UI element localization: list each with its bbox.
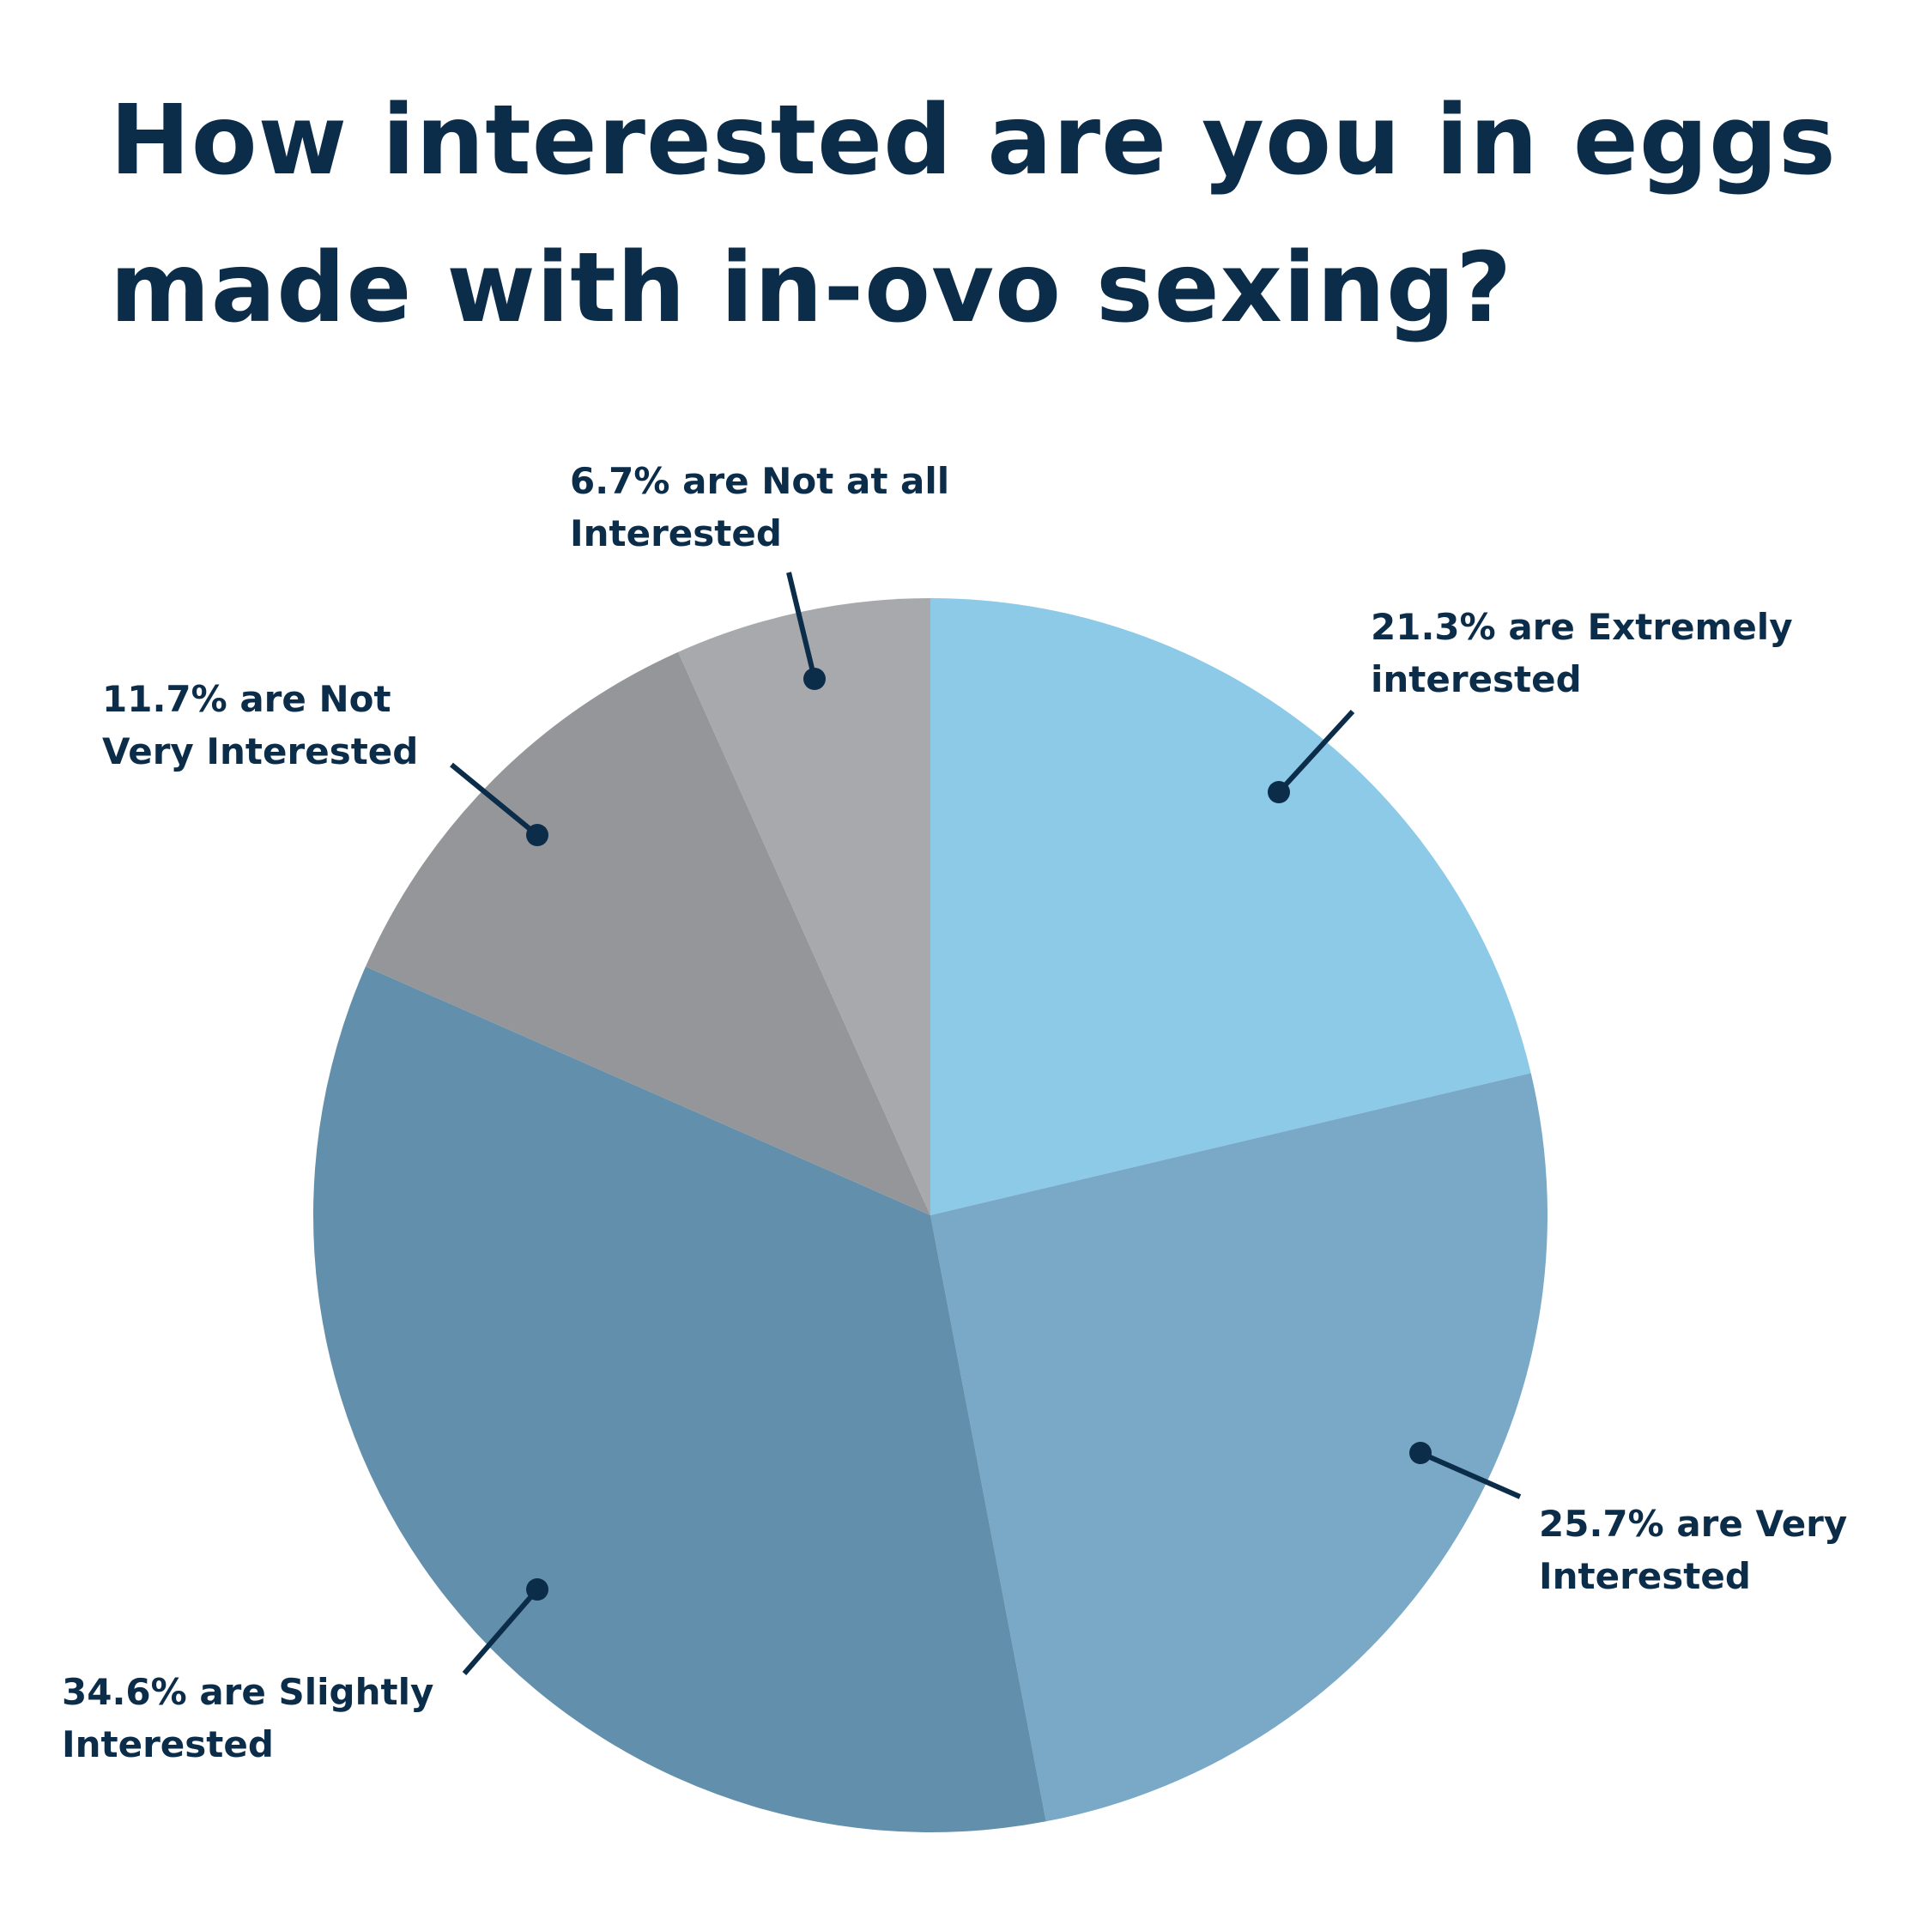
leader-dot (1268, 781, 1290, 803)
data-label: 34.6% are Slightly Interested (62, 1671, 434, 1765)
leader-line (786, 572, 817, 680)
data-label: 25.7% are Very Interested (1539, 1503, 1848, 1597)
pie-slice (930, 598, 1531, 1215)
pie-slice (365, 651, 930, 1215)
leader-dot (526, 1578, 548, 1601)
leader-line (1276, 709, 1355, 795)
data-label: 21.3% are Extremely interested (1371, 606, 1793, 700)
pie-slice (678, 598, 930, 1215)
leader-dot (1409, 1442, 1432, 1464)
leader-line (450, 762, 539, 838)
data-label: 6.7% are Not at all Interested (570, 460, 950, 554)
pie-slice (930, 1073, 1548, 1822)
leader-dot (803, 668, 826, 690)
data-label: 11.7% are Not Very Interested (102, 678, 419, 772)
chart-title: How interested are you in eggs made with… (110, 85, 1837, 344)
pie-slice (312, 966, 1046, 1832)
leader-line (1419, 1450, 1522, 1499)
leader-dot (526, 824, 548, 846)
leader-line (462, 1588, 540, 1675)
